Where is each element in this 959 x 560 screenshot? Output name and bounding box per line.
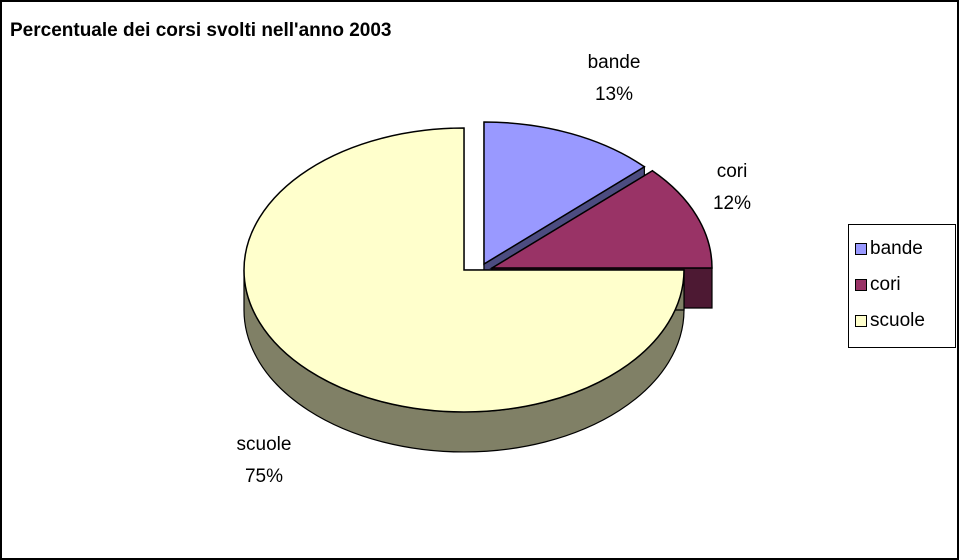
legend-swatch-cori (855, 279, 867, 291)
legend-label-scuole: scuole (870, 310, 925, 331)
data-label-value-bande: 13% (595, 84, 633, 105)
data-label-value-cori: 12% (713, 193, 751, 214)
chart-legend: bande cori scuole (848, 224, 956, 348)
data-label-name-bande: bande (588, 52, 641, 73)
chart-title: Percentuale dei corsi svolti nell'anno 2… (10, 20, 392, 41)
legend-label-cori: cori (870, 274, 901, 295)
legend-label-bande: bande (870, 238, 923, 259)
pie-slice-scuole (243, 127, 685, 413)
data-label-name-scuole: scuole (237, 434, 292, 455)
data-label-name-cori: cori (717, 161, 748, 182)
legend-item-cori: cori (855, 273, 901, 297)
legend-swatch-bande (855, 243, 867, 255)
legend-item-bande: bande (855, 237, 923, 261)
data-label-value-scuole: 75% (245, 466, 283, 487)
pie-slice-cori (489, 169, 713, 269)
pie-slice-bande (483, 121, 646, 266)
legend-swatch-scuole (855, 315, 867, 327)
legend-item-scuole: scuole (855, 309, 925, 333)
